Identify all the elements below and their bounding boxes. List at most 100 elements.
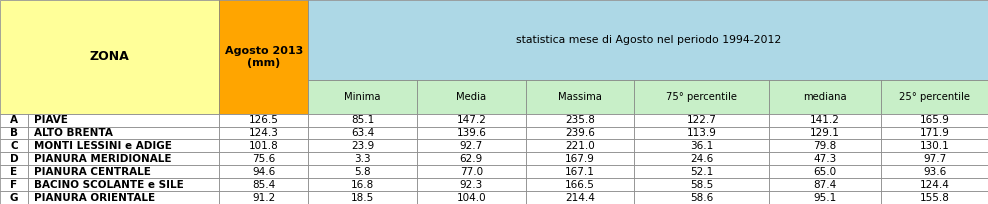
Text: 130.1: 130.1: [920, 141, 949, 151]
Bar: [219, 140, 308, 152]
Text: 97.7: 97.7: [923, 154, 947, 164]
Text: 113.9: 113.9: [687, 128, 716, 138]
Bar: [881, 80, 988, 114]
Bar: [526, 126, 634, 140]
Bar: [634, 126, 769, 140]
Text: 122.7: 122.7: [687, 115, 716, 125]
Bar: [769, 80, 881, 114]
Bar: [219, 126, 308, 140]
Text: BACINO SCOLANTE e SILE: BACINO SCOLANTE e SILE: [34, 180, 184, 190]
Bar: [0, 114, 28, 126]
Text: 139.6: 139.6: [456, 128, 486, 138]
Text: Media: Media: [456, 92, 486, 102]
Text: 129.1: 129.1: [810, 128, 840, 138]
Text: 3.3: 3.3: [355, 154, 370, 164]
Text: 167.1: 167.1: [565, 167, 595, 177]
Bar: [769, 178, 881, 191]
Text: Massima: Massima: [558, 92, 602, 102]
Text: 214.4: 214.4: [565, 193, 595, 203]
Text: A: A: [10, 115, 18, 125]
Bar: [28, 114, 219, 126]
Text: 58.6: 58.6: [690, 193, 713, 203]
Bar: [634, 152, 769, 165]
Bar: [28, 126, 219, 140]
Text: 87.4: 87.4: [813, 180, 837, 190]
Text: 75.6: 75.6: [252, 154, 276, 164]
Text: 85.4: 85.4: [252, 180, 276, 190]
Bar: [219, 0, 308, 114]
Text: 24.6: 24.6: [690, 154, 713, 164]
Text: PIANURA MERIDIONALE: PIANURA MERIDIONALE: [34, 154, 171, 164]
Bar: [881, 114, 988, 126]
Bar: [526, 191, 634, 204]
Text: 171.9: 171.9: [920, 128, 949, 138]
Text: 92.3: 92.3: [459, 180, 483, 190]
Text: 92.7: 92.7: [459, 141, 483, 151]
Text: 79.8: 79.8: [813, 141, 837, 151]
Text: 167.9: 167.9: [565, 154, 595, 164]
Bar: [28, 152, 219, 165]
Bar: [28, 165, 219, 178]
Bar: [634, 114, 769, 126]
Text: 23.9: 23.9: [351, 141, 374, 151]
Bar: [0, 126, 28, 140]
Bar: [28, 191, 219, 204]
Text: 155.8: 155.8: [920, 193, 949, 203]
Text: ALTO BRENTA: ALTO BRENTA: [34, 128, 113, 138]
Text: 94.6: 94.6: [252, 167, 276, 177]
Text: 124.3: 124.3: [249, 128, 279, 138]
Bar: [308, 126, 417, 140]
Text: 93.6: 93.6: [923, 167, 947, 177]
Text: D: D: [10, 154, 18, 164]
Bar: [881, 191, 988, 204]
Bar: [308, 114, 417, 126]
Text: statistica mese di Agosto nel periodo 1994-2012: statistica mese di Agosto nel periodo 19…: [516, 35, 781, 45]
Text: 16.8: 16.8: [351, 180, 374, 190]
Text: 18.5: 18.5: [351, 193, 374, 203]
Text: ZONA: ZONA: [90, 50, 129, 63]
Text: mediana: mediana: [803, 92, 847, 102]
Text: 77.0: 77.0: [459, 167, 483, 177]
Bar: [417, 191, 526, 204]
Bar: [308, 80, 417, 114]
Text: E: E: [10, 167, 18, 177]
Bar: [526, 114, 634, 126]
Text: 221.0: 221.0: [565, 141, 595, 151]
Bar: [526, 80, 634, 114]
Text: G: G: [10, 193, 18, 203]
Bar: [634, 165, 769, 178]
Text: 166.5: 166.5: [565, 180, 595, 190]
Text: Minima: Minima: [345, 92, 380, 102]
Bar: [769, 126, 881, 140]
Text: 62.9: 62.9: [459, 154, 483, 164]
Text: 63.4: 63.4: [351, 128, 374, 138]
Text: PIAVE: PIAVE: [34, 115, 67, 125]
Bar: [769, 165, 881, 178]
Text: MONTI LESSINI e ADIGE: MONTI LESSINI e ADIGE: [34, 141, 172, 151]
Bar: [308, 178, 417, 191]
Text: 36.1: 36.1: [690, 141, 713, 151]
Text: 25° percentile: 25° percentile: [899, 92, 970, 102]
Text: 126.5: 126.5: [249, 115, 279, 125]
Text: F: F: [10, 180, 18, 190]
Bar: [0, 165, 28, 178]
Text: B: B: [10, 128, 18, 138]
Bar: [417, 178, 526, 191]
Bar: [308, 191, 417, 204]
Bar: [417, 114, 526, 126]
Bar: [417, 140, 526, 152]
Bar: [526, 140, 634, 152]
Text: 95.1: 95.1: [813, 193, 837, 203]
Text: 65.0: 65.0: [813, 167, 837, 177]
Bar: [417, 126, 526, 140]
Bar: [526, 152, 634, 165]
Bar: [634, 140, 769, 152]
Text: 75° percentile: 75° percentile: [666, 92, 737, 102]
Bar: [308, 165, 417, 178]
Bar: [219, 191, 308, 204]
Bar: [308, 152, 417, 165]
Bar: [634, 80, 769, 114]
Text: 5.8: 5.8: [355, 167, 370, 177]
Bar: [219, 165, 308, 178]
Bar: [881, 126, 988, 140]
